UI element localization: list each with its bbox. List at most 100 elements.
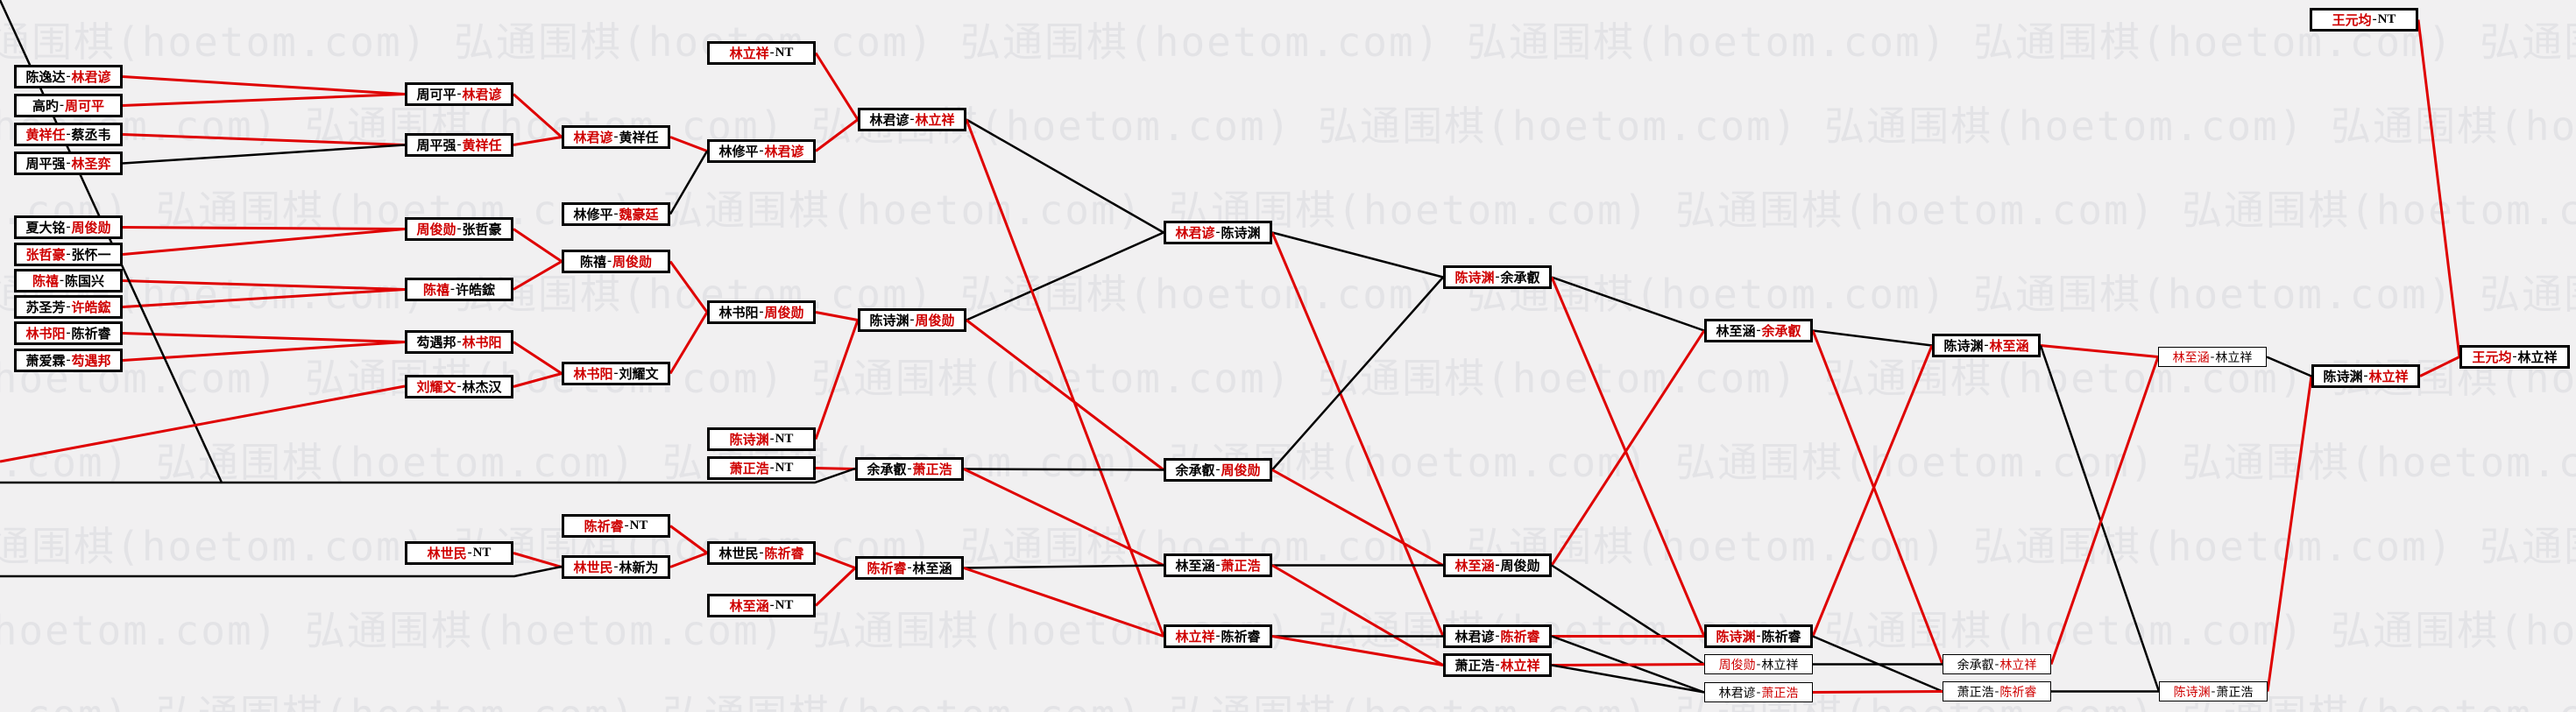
- match-box-B10[interactable]: 萧爱霖 - 芶遇邦: [14, 349, 123, 372]
- dash-separator: -: [66, 353, 71, 367]
- match-box-E7[interactable]: 林至涵 - NT: [707, 594, 816, 617]
- player-name-left: 林修平: [718, 145, 759, 159]
- player-name-right: 陈祈睿: [1500, 631, 1540, 645]
- player-name-left: 林修平: [573, 208, 613, 222]
- bracket-link-H3-M2: [1551, 664, 1705, 694]
- match-box-H2[interactable]: 林君谚 - 陈祈睿: [1443, 624, 1552, 648]
- match-box-D5[interactable]: 陈祈睿 - NT: [562, 514, 670, 538]
- match-box-K2[interactable]: 陈诗渊 - 林立祥: [2311, 364, 2420, 388]
- player-name-right: 黄祥任: [462, 139, 502, 153]
- match-box-C6[interactable]: 刘耀文 - 林杰汉: [405, 375, 513, 398]
- match-box-K1[interactable]: 林至涵 - 林立祥: [2158, 347, 2267, 367]
- match-box-K4[interactable]: 王元均 - NT: [2310, 8, 2418, 32]
- match-box-E3[interactable]: 陈诗渊 - NT: [707, 427, 816, 451]
- match-box-F1[interactable]: 林君谚 - 林立祥: [858, 108, 966, 131]
- match-box-D6[interactable]: 林世民 - 林新为: [562, 555, 670, 579]
- player-name-right: 周俊勋: [915, 314, 955, 328]
- match-box-G3[interactable]: 林至涵 - 萧正浩: [1164, 553, 1272, 577]
- match-box-B4[interactable]: 周平强 - 林圣弈: [14, 152, 123, 175]
- match-box-H4[interactable]: 陈诗渊 - 余承叡: [1443, 265, 1552, 289]
- match-box-C5[interactable]: 芶遇邦 - 林书阳: [405, 330, 513, 354]
- match-box-C1[interactable]: 周可平 - 林君谚: [405, 82, 513, 106]
- match-box-B7[interactable]: 陈禧 - 陈国兴: [14, 269, 123, 293]
- player-name-right: 周俊勋: [764, 307, 804, 321]
- dash-separator: -: [66, 326, 71, 340]
- player-name-left: 林君谚: [869, 114, 909, 128]
- dash-separator: -: [769, 46, 775, 60]
- match-box-E6[interactable]: 林世民 - 陈祈睿: [707, 541, 816, 565]
- match-box-M2[interactable]: 林君谚 - 萧正浩: [1704, 682, 1813, 702]
- dash-separator: -: [1495, 629, 1500, 643]
- match-box-G4[interactable]: 林立祥 - 陈祈睿: [1164, 624, 1272, 648]
- dash-separator: -: [2211, 684, 2216, 698]
- match-box-K3[interactable]: 王元均 - 林立祥: [2459, 345, 2570, 369]
- player-name-right: 陈祈睿: [764, 547, 804, 561]
- bracket-link-E2-F2: [815, 311, 859, 321]
- match-box-C7[interactable]: 林世民 - NT: [405, 541, 513, 565]
- match-box-G2[interactable]: 余承叡 - 周俊勋: [1164, 458, 1272, 482]
- match-box-B9[interactable]: 林书阳 - 陈祈睿: [14, 321, 123, 345]
- player-name-left: 萧正浩: [729, 462, 769, 476]
- match-box-J1[interactable]: 陈诗渊 - 林至涵: [1932, 334, 2041, 357]
- dash-separator: -: [66, 127, 71, 141]
- match-box-C3[interactable]: 周俊勋 - 张哲豪: [405, 217, 513, 241]
- watermark-text: 弘通围棋(hoetom.com) 弘通围棋(hoetom.com) 弘通围棋(h…: [0, 683, 2576, 712]
- match-box-B6[interactable]: 张哲豪 - 张怀一: [14, 243, 123, 266]
- dash-separator: -: [456, 222, 462, 236]
- player-name-right: 陈祈睿: [1221, 631, 1261, 645]
- match-box-B8[interactable]: 苏圣芳 - 许皓鋐: [14, 295, 123, 319]
- match-box-E0[interactable]: 林立祥 - NT: [707, 41, 816, 65]
- bracket-link-D5-E6: [669, 525, 708, 554]
- match-box-B1[interactable]: 陈逸达 - 林君谚: [14, 65, 123, 88]
- player-name-left: 萧正浩: [1454, 659, 1495, 673]
- player-name-left: 余承叡: [867, 463, 907, 477]
- dash-separator: -: [66, 300, 71, 314]
- match-box-E1[interactable]: 林修平 - 林君谚: [707, 139, 816, 163]
- match-box-M3[interactable]: 陈诗渊 - 陈祈睿: [1704, 624, 1813, 648]
- match-box-G1[interactable]: 林君谚 - 陈诗渊: [1164, 221, 1272, 244]
- match-box-D3[interactable]: 陈禧 - 周俊勋: [562, 250, 670, 273]
- match-box-C4[interactable]: 陈禧 - 许皓鋐: [405, 278, 513, 301]
- match-box-B2[interactable]: 高旳 - 周可平: [14, 94, 123, 117]
- dash-separator: -: [1495, 658, 1500, 672]
- bracket-link-B7-C4: [122, 279, 406, 291]
- match-box-B5[interactable]: 夏大铭 - 周俊勋: [14, 215, 123, 239]
- match-box-D4[interactable]: 林书阳 - 刘耀文: [562, 362, 670, 385]
- player-name-left: 刘耀文: [416, 381, 456, 395]
- match-box-L3[interactable]: 陈诗渊 - 萧正浩: [2159, 681, 2268, 701]
- match-box-E2[interactable]: 林书阳 - 周俊勋: [707, 300, 816, 324]
- bracket-link-B8-C4: [122, 288, 406, 308]
- bracket-link-J1-L3: [2039, 345, 2161, 692]
- player-name-left: 余承叡: [1175, 464, 1215, 478]
- dash-separator: -: [613, 207, 619, 221]
- match-box-L2[interactable]: 萧正浩 - 陈祈睿: [1943, 681, 2051, 701]
- bracket-link-H3-M1: [1551, 663, 1705, 666]
- player-name-right: 周俊勋: [1500, 560, 1540, 574]
- match-box-B3[interactable]: 黄祥任 - 蔡丞韦: [14, 123, 123, 146]
- match-box-D2[interactable]: 林修平 - 魏豪廷: [562, 202, 670, 226]
- match-box-F4[interactable]: 陈祈睿 - 林至涵: [855, 556, 964, 580]
- match-box-I1[interactable]: 林至涵 - 余承叡: [1704, 319, 1813, 342]
- bracket-link-J1-K1: [2040, 344, 2159, 358]
- match-box-L1[interactable]: 余承叡 - 林立祥: [1943, 654, 2051, 674]
- match-box-H1[interactable]: 林至涵 - 周俊勋: [1443, 553, 1552, 577]
- match-box-D1[interactable]: 林君谚 - 黄祥任: [562, 125, 670, 149]
- dash-separator: -: [456, 87, 462, 101]
- bracket-link-B2-C1: [122, 93, 406, 107]
- dash-separator: -: [66, 156, 71, 170]
- match-box-F2[interactable]: 陈诗渊 - 周俊勋: [858, 308, 966, 332]
- dash-separator: -: [769, 598, 775, 612]
- player-name-left: 林世民: [573, 561, 613, 575]
- match-box-E4[interactable]: 萧正浩 - NT: [707, 456, 816, 480]
- player-name-right: NT: [629, 518, 648, 532]
- dash-separator: -: [1215, 629, 1221, 643]
- match-box-C2[interactable]: 周平强 - 黄祥任: [405, 133, 513, 157]
- match-box-F3[interactable]: 余承叡 - 萧正浩: [855, 457, 964, 481]
- player-name-right: 萧正浩: [1221, 560, 1261, 574]
- match-box-M1[interactable]: 周俊勋 - 林立祥: [1704, 654, 1813, 674]
- match-box-H3[interactable]: 萧正浩 - 林立祥: [1443, 653, 1552, 677]
- dash-separator: -: [1495, 270, 1500, 284]
- player-name-left: 林至涵: [2172, 351, 2210, 365]
- bracket-link-F4-G4: [963, 567, 1164, 638]
- bracket-link-B5-C3: [122, 226, 406, 230]
